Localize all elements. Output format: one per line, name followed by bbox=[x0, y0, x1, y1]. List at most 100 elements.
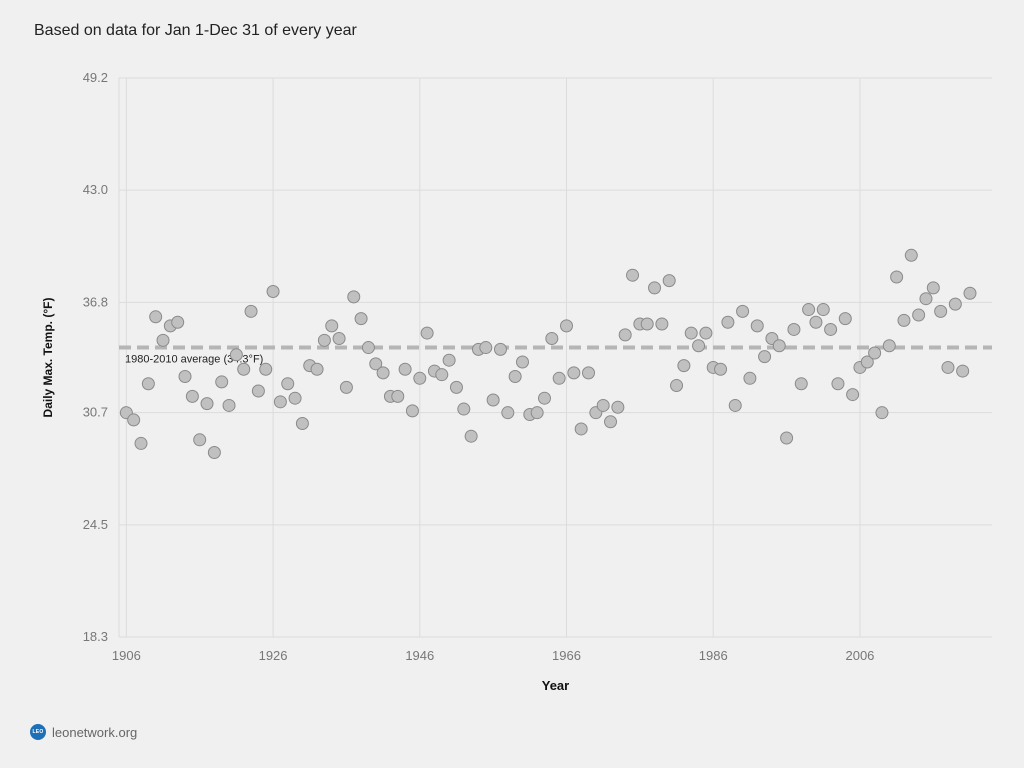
data-point bbox=[391, 389, 405, 403]
data-point bbox=[802, 303, 816, 317]
data-point bbox=[229, 348, 243, 362]
average-reference-label: 1980-2010 average (34.3°F) bbox=[125, 354, 263, 366]
data-point bbox=[376, 366, 390, 380]
data-point bbox=[567, 366, 581, 380]
data-point bbox=[222, 398, 236, 412]
data-point bbox=[912, 308, 926, 322]
data-point bbox=[537, 391, 551, 405]
data-point bbox=[860, 355, 874, 369]
data-point bbox=[772, 339, 786, 353]
x-tick-label: 2006 bbox=[845, 648, 874, 663]
data-point bbox=[545, 332, 559, 346]
data-point bbox=[787, 322, 801, 336]
data-point bbox=[611, 400, 625, 414]
data-point bbox=[868, 346, 882, 360]
x-tick-label: 1966 bbox=[552, 648, 581, 663]
data-point bbox=[237, 362, 251, 376]
data-point bbox=[875, 406, 889, 420]
y-tick-label: 43.0 bbox=[83, 182, 108, 197]
data-point bbox=[449, 380, 463, 394]
data-point bbox=[134, 436, 148, 450]
data-point bbox=[824, 322, 838, 336]
x-tick-label: 1986 bbox=[699, 648, 728, 663]
data-point bbox=[758, 350, 772, 364]
data-point bbox=[325, 319, 339, 333]
data-point bbox=[442, 353, 456, 367]
data-point bbox=[552, 371, 566, 385]
points-layer bbox=[119, 248, 977, 459]
data-point bbox=[692, 339, 706, 353]
data-point bbox=[295, 417, 309, 431]
data-point bbox=[405, 404, 419, 418]
data-point bbox=[273, 395, 287, 409]
data-point bbox=[677, 359, 691, 373]
data-point bbox=[178, 369, 192, 383]
x-tick-label: 1906 bbox=[112, 648, 141, 663]
data-point bbox=[207, 445, 221, 459]
data-point bbox=[310, 362, 324, 376]
data-point bbox=[721, 315, 735, 329]
y-tick-label: 30.7 bbox=[83, 405, 108, 420]
data-point bbox=[956, 364, 970, 378]
data-point bbox=[354, 312, 368, 326]
data-point bbox=[185, 389, 199, 403]
data-point bbox=[347, 290, 361, 304]
data-point bbox=[655, 317, 669, 331]
data-point bbox=[215, 375, 229, 389]
data-point bbox=[515, 355, 529, 369]
data-point bbox=[626, 268, 640, 282]
data-point bbox=[332, 332, 346, 346]
data-point bbox=[882, 339, 896, 353]
data-point bbox=[493, 342, 507, 356]
data-point bbox=[259, 362, 273, 376]
y-tick-label: 18.3 bbox=[83, 629, 108, 644]
footer-site-link[interactable]: leonetwork.org bbox=[52, 724, 138, 740]
data-point bbox=[266, 284, 280, 298]
data-point bbox=[897, 313, 911, 327]
data-point bbox=[846, 388, 860, 402]
data-point bbox=[926, 281, 940, 295]
data-point bbox=[486, 393, 500, 407]
reference-layer: 1980-2010 average (34.3°F) bbox=[119, 345, 992, 366]
data-point bbox=[963, 286, 977, 300]
data-point bbox=[582, 366, 596, 380]
y-axis-title: Daily Max. Temp. (°F) bbox=[41, 298, 55, 418]
data-point bbox=[560, 319, 574, 333]
data-point bbox=[934, 304, 948, 318]
data-point bbox=[809, 315, 823, 329]
data-point bbox=[831, 377, 845, 391]
grid-layer bbox=[118, 77, 992, 638]
data-point bbox=[736, 304, 750, 318]
data-point bbox=[648, 281, 662, 295]
data-point bbox=[413, 371, 427, 385]
data-point bbox=[317, 333, 331, 347]
data-point bbox=[750, 319, 764, 333]
data-point bbox=[508, 369, 522, 383]
data-point bbox=[361, 341, 375, 355]
x-tick-label: 1946 bbox=[405, 648, 434, 663]
data-point bbox=[838, 312, 852, 326]
data-point bbox=[288, 391, 302, 405]
data-point bbox=[435, 368, 449, 382]
data-point bbox=[200, 397, 214, 411]
data-point bbox=[816, 303, 830, 317]
data-point bbox=[398, 362, 412, 376]
data-point bbox=[670, 379, 684, 393]
data-point bbox=[743, 371, 757, 385]
data-point bbox=[156, 333, 170, 347]
leo-logo-icon: LEO bbox=[30, 724, 46, 740]
axis-labels-layer: 18.3 24.5 30.7 36.8 43.0 49.2 1906 1926 1946 1966… bbox=[41, 70, 874, 693]
data-point bbox=[281, 377, 295, 391]
data-point bbox=[699, 326, 713, 340]
data-point bbox=[244, 304, 258, 318]
footer: LEO leonetwork.org bbox=[30, 724, 137, 740]
data-point bbox=[479, 341, 493, 355]
data-point bbox=[714, 362, 728, 376]
data-point bbox=[728, 398, 742, 412]
data-point bbox=[127, 413, 141, 427]
y-tick-label: 49.2 bbox=[83, 70, 108, 85]
y-tick-label: 36.8 bbox=[83, 294, 108, 309]
data-point bbox=[604, 415, 618, 429]
data-point bbox=[369, 357, 383, 371]
data-point bbox=[618, 328, 632, 342]
